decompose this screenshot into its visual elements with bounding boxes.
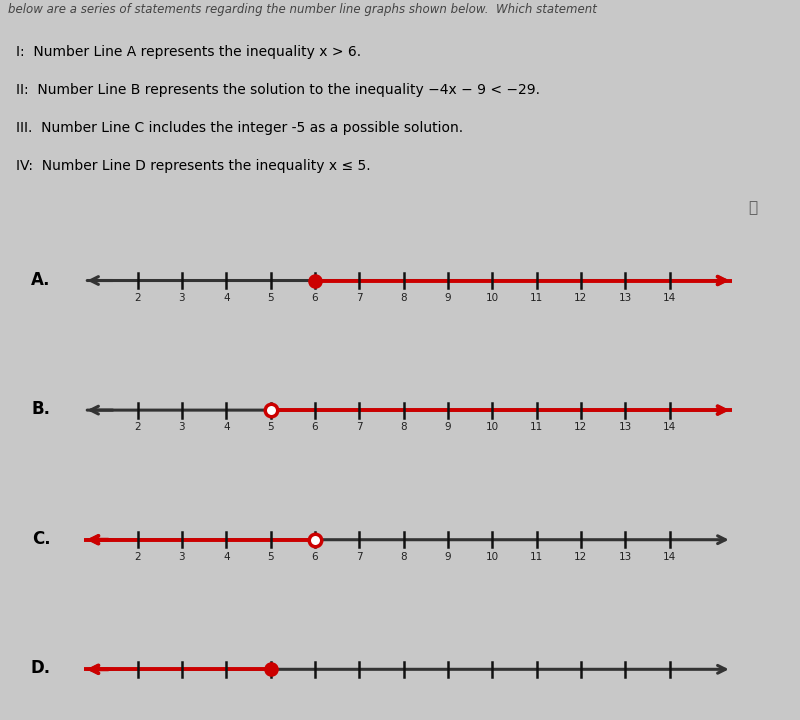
Text: 14: 14 — [663, 552, 676, 562]
Text: 4: 4 — [223, 552, 230, 562]
Text: III.  Number Line C includes the integer -5 as a possible solution.: III. Number Line C includes the integer … — [16, 121, 463, 135]
Text: 5: 5 — [267, 422, 274, 432]
Text: 6: 6 — [312, 422, 318, 432]
Text: 4: 4 — [223, 422, 230, 432]
Text: 9: 9 — [445, 292, 451, 302]
Text: 9: 9 — [445, 552, 451, 562]
Text: 9: 9 — [445, 422, 451, 432]
Text: 11: 11 — [530, 422, 543, 432]
Text: 10: 10 — [486, 422, 498, 432]
Text: 5: 5 — [267, 552, 274, 562]
Text: 12: 12 — [574, 422, 587, 432]
Text: 2: 2 — [134, 552, 141, 562]
Text: 10: 10 — [486, 552, 498, 562]
Text: 11: 11 — [530, 292, 543, 302]
Text: 13: 13 — [618, 292, 632, 302]
Text: 2: 2 — [134, 292, 141, 302]
Text: 13: 13 — [618, 422, 632, 432]
Text: 6: 6 — [312, 292, 318, 302]
Text: 3: 3 — [178, 422, 186, 432]
Text: 12: 12 — [574, 292, 587, 302]
Text: 7: 7 — [356, 422, 362, 432]
Text: 12: 12 — [574, 552, 587, 562]
Text: 8: 8 — [400, 552, 407, 562]
Text: 8: 8 — [400, 292, 407, 302]
Text: 6: 6 — [312, 552, 318, 562]
Text: 7: 7 — [356, 552, 362, 562]
Text: A.: A. — [31, 271, 50, 289]
Text: below are a series of statements regarding the number line graphs shown below.  : below are a series of statements regardi… — [8, 4, 597, 17]
Text: 4: 4 — [223, 292, 230, 302]
Text: I:  Number Line A represents the inequality x > 6.: I: Number Line A represents the inequali… — [16, 45, 361, 59]
Text: C.: C. — [32, 530, 50, 548]
Text: 5: 5 — [267, 292, 274, 302]
Text: ⓞ: ⓞ — [748, 200, 757, 215]
Text: 11: 11 — [530, 552, 543, 562]
Text: 8: 8 — [400, 422, 407, 432]
Text: D.: D. — [30, 660, 50, 678]
Text: 7: 7 — [356, 292, 362, 302]
Text: 2: 2 — [134, 422, 141, 432]
Text: 3: 3 — [178, 292, 186, 302]
Text: B.: B. — [31, 400, 50, 418]
Text: IV:  Number Line D represents the inequality x ≤ 5.: IV: Number Line D represents the inequal… — [16, 159, 370, 173]
Text: 10: 10 — [486, 292, 498, 302]
Text: 14: 14 — [663, 292, 676, 302]
Text: 13: 13 — [618, 552, 632, 562]
Text: 3: 3 — [178, 552, 186, 562]
Text: II:  Number Line B represents the solution to the inequality −4x − 9 < −29.: II: Number Line B represents the solutio… — [16, 83, 540, 97]
Text: 14: 14 — [663, 422, 676, 432]
